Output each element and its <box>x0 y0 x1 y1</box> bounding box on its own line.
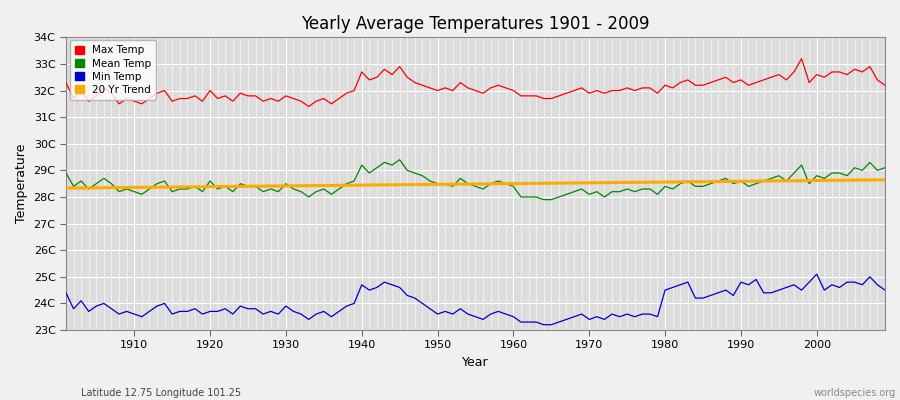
Y-axis label: Temperature: Temperature <box>15 144 28 223</box>
Text: Latitude 12.75 Longitude 101.25: Latitude 12.75 Longitude 101.25 <box>81 388 241 398</box>
X-axis label: Year: Year <box>463 356 489 369</box>
Title: Yearly Average Temperatures 1901 - 2009: Yearly Average Temperatures 1901 - 2009 <box>302 15 650 33</box>
Legend: Max Temp, Mean Temp, Min Temp, 20 Yr Trend: Max Temp, Mean Temp, Min Temp, 20 Yr Tre… <box>70 40 157 100</box>
Text: worldspecies.org: worldspecies.org <box>814 388 896 398</box>
